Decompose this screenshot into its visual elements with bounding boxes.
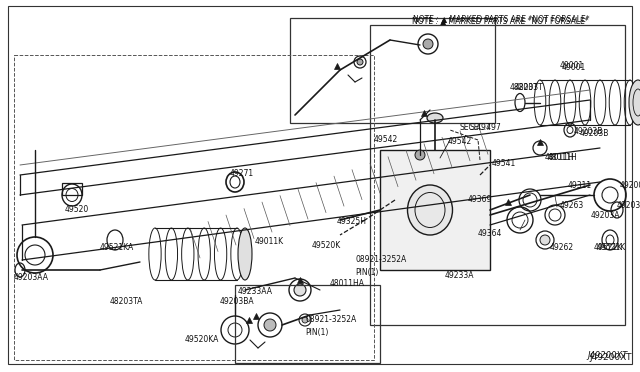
Text: 49325H: 49325H [337,218,367,227]
Ellipse shape [427,113,443,123]
Bar [62,183,82,195]
Text: 49262: 49262 [550,244,574,253]
Text: 08921-3252A: 08921-3252A [305,315,356,324]
Text: 48203TA: 48203TA [110,298,143,307]
Text: NOTE : ▲ MARKED PARTS ARE *NOT FORSALE*: NOTE : ▲ MARKED PARTS ARE *NOT FORSALE* [412,16,589,25]
Text: 48011H: 48011H [548,154,578,163]
Ellipse shape [540,235,550,245]
Ellipse shape [408,185,452,235]
Text: 49521K: 49521K [597,244,626,253]
Text: 49520: 49520 [65,205,89,215]
Bar [370,25,625,325]
Text: 49263: 49263 [560,201,584,209]
Text: 49364: 49364 [477,230,502,238]
Text: 49200: 49200 [620,180,640,189]
Text: 49233A: 49233A [445,270,474,279]
Ellipse shape [238,228,252,280]
Circle shape [264,319,276,331]
Text: 49011K: 49011K [255,237,284,247]
Text: 48203T: 48203T [515,83,544,93]
Text: 49369: 49369 [468,196,492,205]
Text: 48203T: 48203T [510,83,539,93]
Text: PIN(1): PIN(1) [305,327,328,337]
Text: 48011H: 48011H [545,154,575,163]
Text: PIN(1): PIN(1) [355,267,378,276]
Ellipse shape [629,80,640,125]
Text: 49520K: 49520K [312,241,341,250]
Bar [235,285,380,363]
Text: SEC.497: SEC.497 [460,124,492,132]
Text: 48011HA: 48011HA [330,279,365,288]
Circle shape [415,150,425,160]
Text: 49542: 49542 [374,135,398,144]
Text: 49203B: 49203B [580,128,609,138]
Circle shape [357,59,363,65]
Text: 49203BA: 49203BA [220,298,255,307]
Text: 49542: 49542 [448,138,472,147]
Ellipse shape [294,284,306,296]
Text: 49311: 49311 [568,180,592,189]
Text: SEC.497: SEC.497 [470,124,502,132]
Text: 49520KA: 49520KA [185,336,220,344]
Text: J49200XT: J49200XT [589,353,632,362]
Text: 49521K: 49521K [594,244,623,253]
Text: 49271: 49271 [230,169,254,177]
Text: 49521KA: 49521KA [100,244,134,253]
Text: 08921-3252A: 08921-3252A [355,256,406,264]
Circle shape [423,39,433,49]
Text: 49541: 49541 [492,158,516,167]
Bar [290,18,495,123]
Text: J49200XT: J49200XT [588,351,628,360]
Text: 49203B: 49203B [574,128,604,137]
Text: 49001: 49001 [562,64,586,73]
Bar [14,55,374,360]
Text: 49203A: 49203A [591,211,620,219]
Text: 49233AA: 49233AA [238,288,273,296]
Bar [380,150,490,270]
Text: NOTE : ▲ MARKED PARTS ARE *NOT FORSALE*: NOTE : ▲ MARKED PARTS ARE *NOT FORSALE* [413,14,589,23]
Text: 49001: 49001 [560,61,584,70]
Ellipse shape [302,317,308,323]
Text: 49203A: 49203A [617,201,640,209]
Text: 49203AA: 49203AA [14,273,49,282]
